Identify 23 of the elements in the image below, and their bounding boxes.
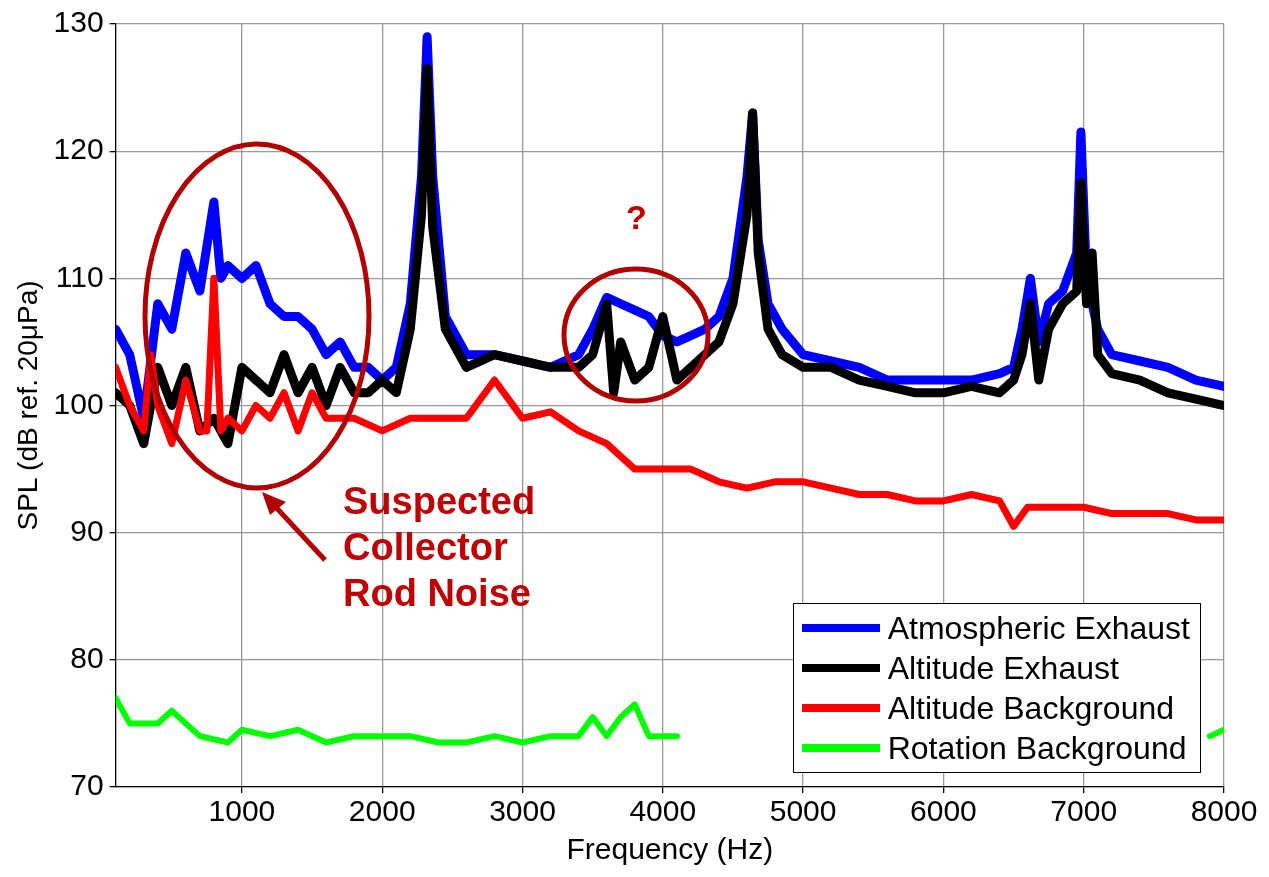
x-axis-title: Frequency (Hz): [566, 832, 774, 866]
x-tick-label: 4000: [629, 794, 697, 828]
legend-label: Altitude Background: [887, 689, 1175, 727]
y-tick-label: 90: [70, 513, 104, 547]
legend-label: Atmospheric Exhaust: [887, 609, 1190, 647]
x-tick-label: 5000: [769, 794, 837, 828]
legend-label: Altitude Exhaust: [887, 649, 1119, 687]
x-tick-label: 1000: [208, 794, 276, 828]
x-tick-label: 3000: [489, 794, 556, 828]
annotation: ?: [626, 198, 647, 237]
y-tick-label: 110: [55, 259, 104, 293]
legend-label: Rotation Background: [887, 729, 1187, 767]
x-tick-label: 7000: [1050, 794, 1118, 828]
y-tick-label: 130: [53, 5, 104, 39]
x-tick-label: 8000: [1190, 794, 1258, 828]
x-tick-label: 2000: [348, 794, 416, 828]
annotation: Suspected Collector Rod Noise: [343, 479, 537, 616]
y-tick-label: 80: [70, 641, 104, 675]
y-tick-label: 120: [53, 132, 104, 166]
x-tick-label: 6000: [910, 794, 977, 828]
y-tick-label: 100: [53, 386, 104, 420]
y-tick-label: 70: [70, 768, 104, 802]
y-axis-title: SPL (dB ref. 20μPa): [11, 280, 43, 531]
